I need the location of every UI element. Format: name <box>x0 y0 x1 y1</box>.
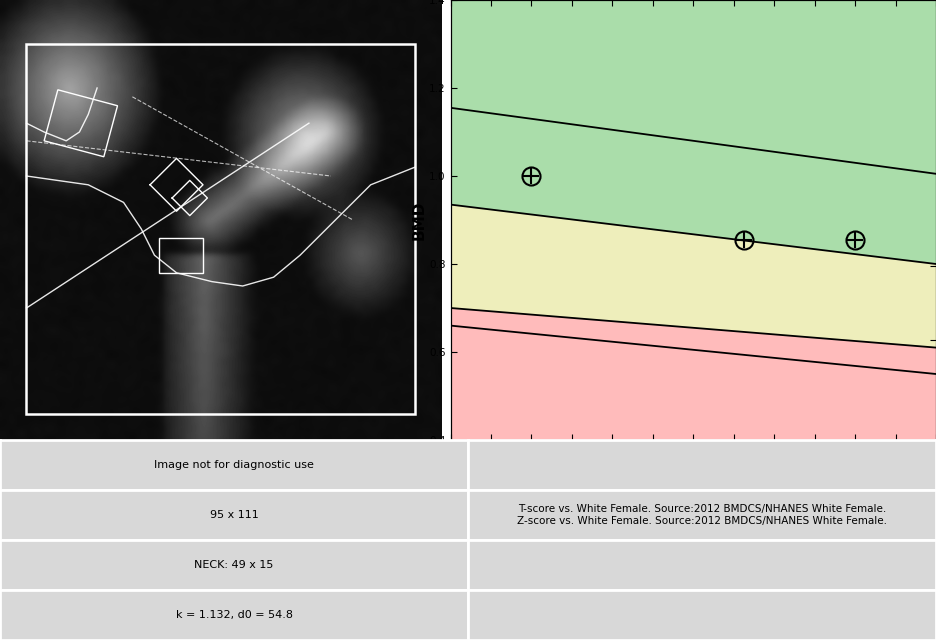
X-axis label: Age: Age <box>677 460 709 476</box>
Bar <box>44 90 118 157</box>
Bar <box>159 237 203 273</box>
Text: Image not for diagnostic use: Image not for diagnostic use <box>154 460 314 470</box>
Bar <box>26 44 415 413</box>
Text: k = 1.132, d0 = 54.8: k = 1.132, d0 = 54.8 <box>176 610 293 620</box>
Text: NECK: 49 x 15: NECK: 49 x 15 <box>195 560 273 570</box>
Text: 95 x 111: 95 x 111 <box>210 510 258 520</box>
Text: T-score vs. White Female. Source:2012 BMDCS/NHANES White Female.
Z-score vs. Whi: T-score vs. White Female. Source:2012 BM… <box>517 504 887 526</box>
Y-axis label: BMD: BMD <box>411 200 426 240</box>
